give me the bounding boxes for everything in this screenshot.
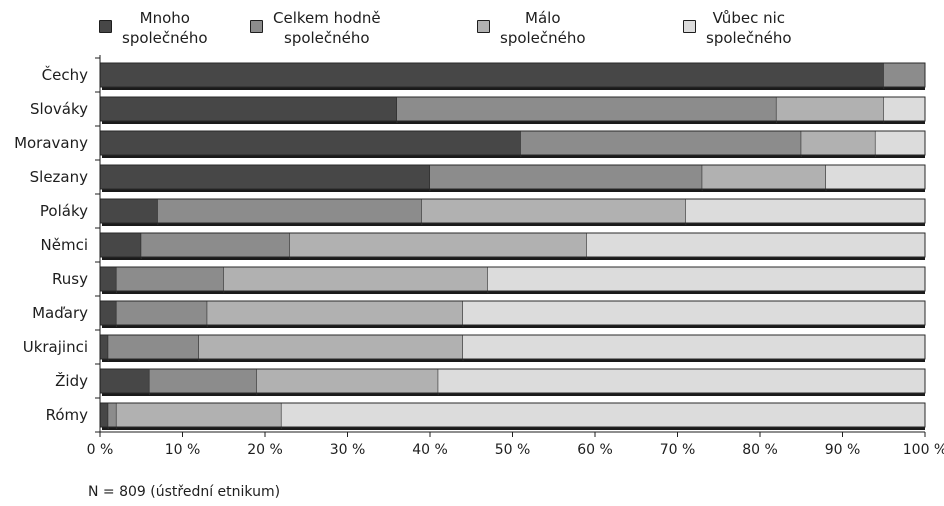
- bar-segment: [826, 165, 925, 189]
- bar-segment: [100, 165, 430, 189]
- bar-shadow: [102, 257, 925, 260]
- bar-segment: [463, 301, 925, 325]
- bar-segment: [100, 233, 142, 257]
- bar-shadow: [102, 223, 925, 226]
- sample-size-note: N = 809 (ústřední etnikum): [88, 484, 281, 500]
- x-tick-label: 0 %: [87, 442, 114, 458]
- category-label: Židy: [55, 371, 88, 390]
- bar-segment: [223, 267, 488, 291]
- bar-segment: [685, 199, 925, 223]
- category-label: Rusy: [52, 270, 88, 288]
- legend-swatch-malo: [477, 20, 490, 33]
- legend-label-mnoho: Mnoho společného: [122, 9, 208, 47]
- bar-segment: [421, 199, 686, 223]
- bar-segment: [397, 97, 777, 121]
- bar-segment: [487, 267, 925, 291]
- bar-segment: [256, 369, 439, 393]
- bar-segment: [883, 97, 925, 121]
- category-label: Ukrajinci: [23, 338, 88, 356]
- bar-segment: [141, 233, 290, 257]
- bar-segment: [207, 301, 463, 325]
- category-label: Moravany: [14, 134, 88, 152]
- legend-swatch-vubec-nic: [683, 20, 696, 33]
- bar-segment: [875, 131, 925, 155]
- bar-segment: [438, 369, 925, 393]
- bar-segment: [801, 131, 876, 155]
- bar-segment: [586, 233, 925, 257]
- legend-item-celkem-hodne: Celkem hodně společného: [250, 8, 381, 48]
- bar-segment: [100, 63, 884, 87]
- bar-segment: [430, 165, 703, 189]
- bar-segment: [199, 335, 463, 359]
- x-tick-label: 30 %: [330, 442, 366, 458]
- bar-segment: [116, 301, 208, 325]
- x-tick-label: 80 %: [742, 442, 778, 458]
- x-tick-label: 70 %: [660, 442, 696, 458]
- bar-segment: [100, 97, 397, 121]
- category-label: Slezany: [30, 168, 88, 186]
- bar-segment: [702, 165, 826, 189]
- bar-shadow: [102, 189, 925, 192]
- x-tick-label: 90 %: [825, 442, 861, 458]
- bar-segment: [883, 63, 925, 87]
- category-label: Čechy: [42, 65, 88, 84]
- x-tick-label: 10 %: [165, 442, 201, 458]
- legend-item-malo: Málo společného: [477, 8, 586, 48]
- bar-segment: [108, 403, 117, 427]
- bar-segment: [100, 369, 150, 393]
- legend-item-mnoho: Mnoho společného: [99, 8, 208, 48]
- category-label: Rómy: [46, 406, 89, 424]
- bar-segment: [100, 199, 158, 223]
- bar-segment: [157, 199, 422, 223]
- bar-segment: [100, 403, 109, 427]
- x-tick-label: 50 %: [495, 442, 531, 458]
- legend-label-celkem-hodne: Celkem hodně společného: [273, 9, 381, 47]
- bar-shadow: [102, 427, 925, 430]
- category-label: Němci: [41, 236, 88, 254]
- legend-item-vubec-nic: Vůbec nic společného: [683, 8, 792, 48]
- x-tick-label: 100 %: [903, 442, 944, 458]
- x-tick-label: 40 %: [412, 442, 448, 458]
- x-tick-label: 20 %: [247, 442, 283, 458]
- bar-segment: [100, 301, 117, 325]
- category-label: Maďary: [32, 304, 88, 322]
- legend-label-malo: Málo společného: [500, 9, 586, 47]
- bar-segment: [520, 131, 802, 155]
- bar-shadow: [102, 291, 925, 294]
- bar-segment: [776, 97, 884, 121]
- bar-shadow: [102, 121, 925, 124]
- bar-segment: [100, 335, 109, 359]
- bar-shadow: [102, 325, 925, 328]
- bar-shadow: [102, 87, 925, 90]
- bar-segment: [116, 267, 224, 291]
- bar-shadow: [102, 155, 925, 158]
- bar-shadow: [102, 359, 925, 362]
- bar-segment: [116, 403, 282, 427]
- legend-swatch-celkem-hodne: [250, 20, 263, 33]
- bar-segment: [108, 335, 199, 359]
- legend-swatch-mnoho: [99, 20, 112, 33]
- bar-segment: [100, 131, 521, 155]
- bar-segment: [463, 335, 925, 359]
- category-label: Slováky: [30, 100, 88, 118]
- legend-label-vubec-nic: Vůbec nic společného: [706, 9, 792, 47]
- x-tick-label: 60 %: [577, 442, 613, 458]
- category-label: Poláky: [40, 202, 88, 220]
- bar-segment: [281, 403, 925, 427]
- bar-shadow: [102, 393, 925, 396]
- bar-segment: [149, 369, 257, 393]
- bar-segment: [100, 267, 117, 291]
- bar-segment: [289, 233, 587, 257]
